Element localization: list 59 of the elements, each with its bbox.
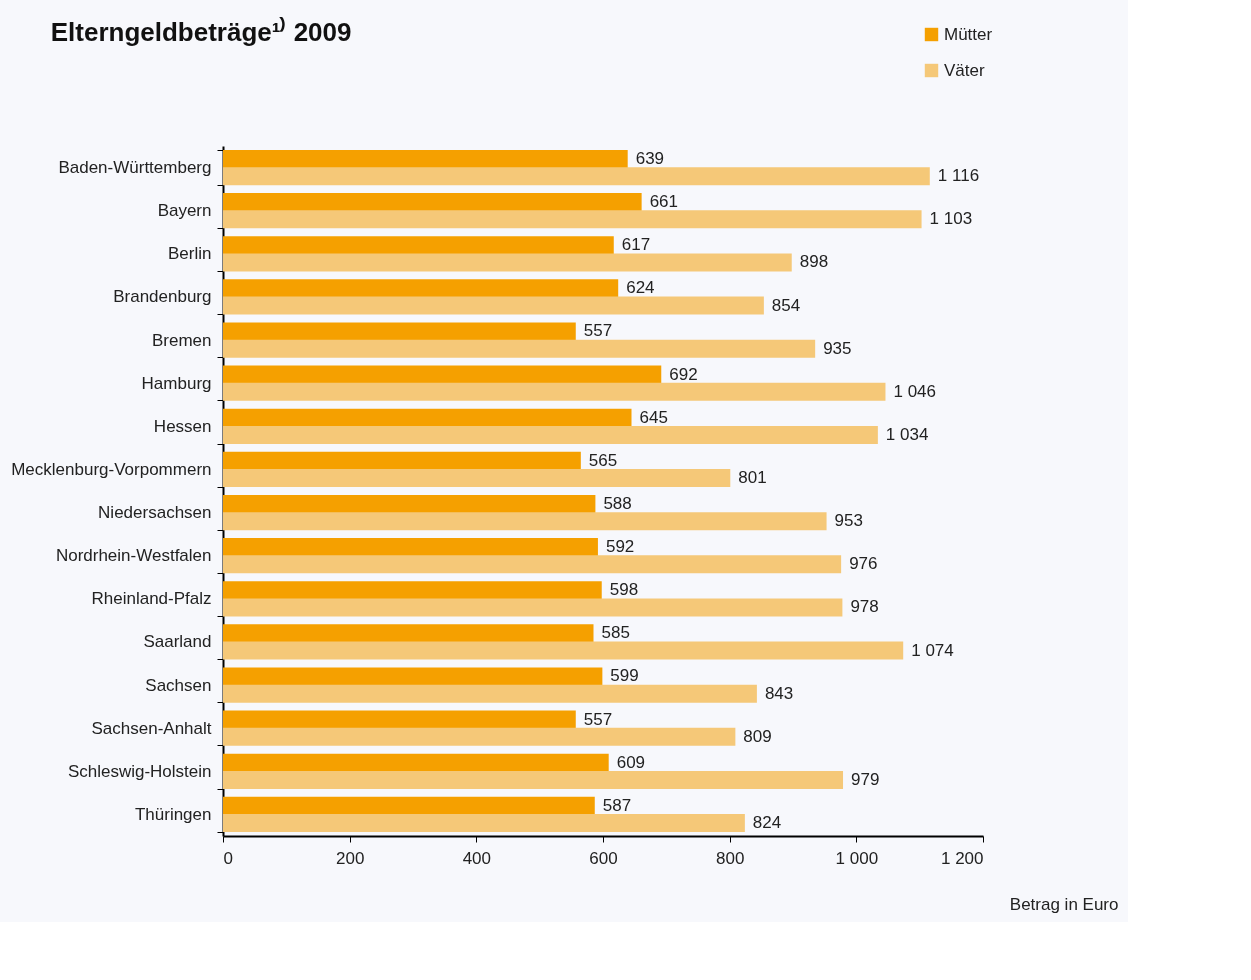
y-tick-label: Bremen	[151, 330, 212, 350]
y-tick-label: Schleswig-Holstein	[67, 761, 212, 781]
y-tick-label: Baden-Württemberg	[58, 158, 212, 178]
data-label: 609	[616, 752, 646, 772]
data-label: 1 034	[885, 424, 929, 444]
data-label: 692	[669, 364, 698, 384]
data-label: 645	[639, 407, 668, 427]
data-label: 588	[603, 493, 632, 513]
data-label: 801	[738, 468, 767, 488]
x-tick-label: 600	[589, 848, 618, 868]
chart-title: Elterngeldbeträge¹⁾ 2009	[50, 16, 352, 47]
x-tick-label: 800	[715, 848, 745, 868]
y-tick-label: Hamburg	[141, 373, 212, 393]
y-tick-label: Sachsen	[145, 675, 212, 695]
data-label: 565	[588, 450, 618, 470]
x-tick-label: 1 200	[940, 848, 984, 868]
data-label: 557	[583, 709, 613, 729]
x-tick-label: 0	[223, 848, 233, 868]
y-tick-label: Niedersachsen	[98, 503, 212, 523]
data-label: 898	[799, 252, 829, 272]
data-label: 1 116	[937, 166, 980, 186]
y-tick-label: Bayern	[157, 201, 212, 221]
data-label: 598	[609, 580, 639, 600]
data-label: 624	[626, 278, 655, 298]
y-tick-label: Berlin	[168, 244, 212, 264]
legend-label: Mütter	[944, 24, 993, 44]
legend-label: Väter	[944, 60, 985, 80]
y-tick-label: Hessen	[153, 416, 212, 436]
y-tick-label: Nordrhein-Westfalen	[55, 546, 212, 566]
data-label: 1 103	[929, 209, 973, 229]
data-label: 587	[602, 795, 632, 815]
data-label: 1 046	[893, 381, 937, 401]
data-label: 599	[610, 666, 639, 686]
y-tick-label: Brandenburg	[113, 287, 212, 307]
data-label: 824	[752, 813, 782, 833]
data-label: 976	[849, 554, 878, 574]
y-tick-label: Thüringen	[134, 804, 212, 824]
data-label: 1 074	[911, 640, 954, 660]
data-label: 843	[764, 683, 794, 703]
data-label: 935	[823, 338, 852, 358]
x-tick-label: 1 000	[835, 848, 879, 868]
data-label: 592	[605, 537, 635, 557]
data-label: 854	[771, 295, 801, 315]
x-axis-title: Betrag in Euro	[1009, 894, 1119, 914]
data-label: 978	[850, 597, 879, 617]
data-label: 617	[621, 235, 651, 255]
data-label: 661	[649, 192, 679, 212]
data-label: 557	[583, 321, 613, 341]
data-label: 979	[851, 769, 880, 789]
y-tick-label: Rheinland-Pfalz	[91, 589, 212, 609]
y-tick-label: Mecklenburg-Vorpommern	[11, 459, 212, 479]
y-tick-label: Sachsen-Anhalt	[91, 718, 212, 738]
data-label: 953	[834, 511, 863, 531]
data-label: 585	[601, 623, 630, 643]
data-label: 809	[743, 726, 772, 746]
x-tick-label: 400	[462, 848, 492, 868]
x-tick-label: 200	[335, 848, 365, 868]
data-label: 639	[635, 148, 665, 168]
y-tick-label: Saarland	[143, 632, 212, 652]
